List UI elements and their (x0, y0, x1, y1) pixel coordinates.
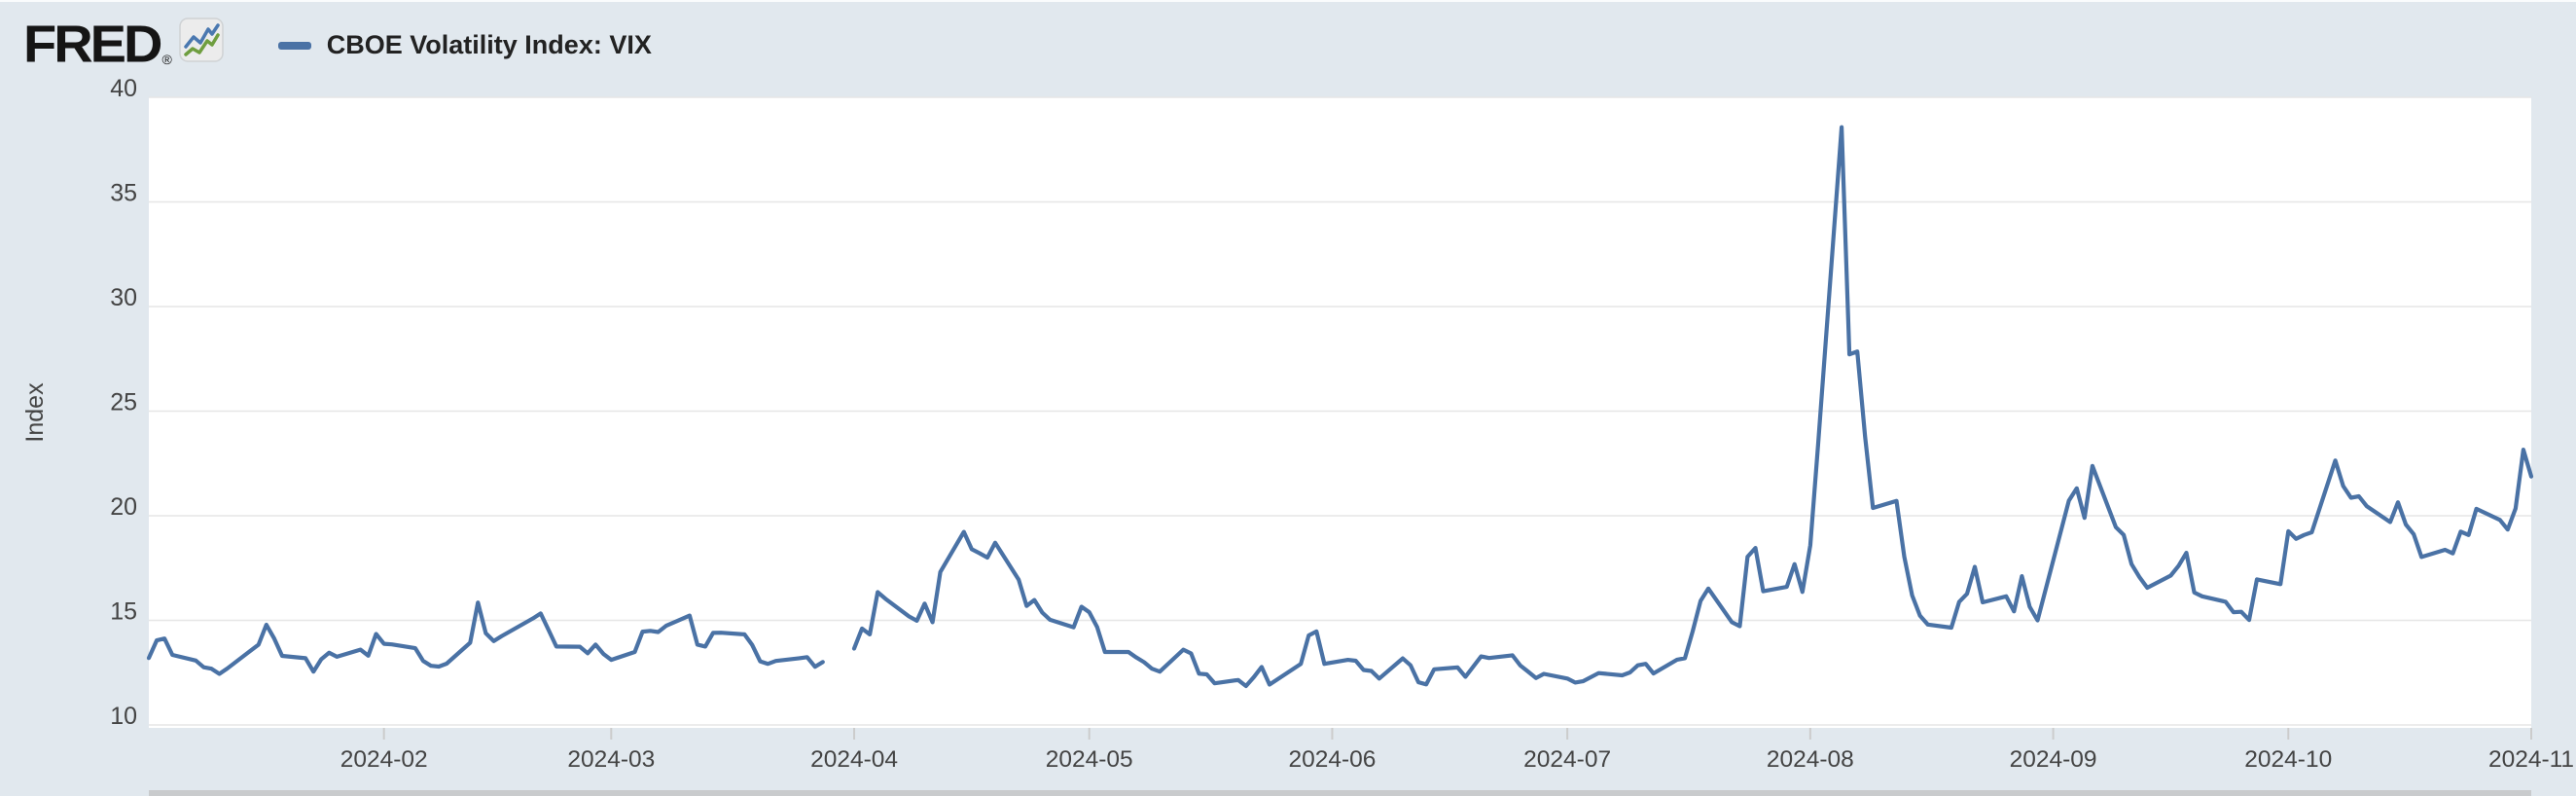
x-tick-label-2024-02: 2024-02 (340, 746, 428, 773)
y-axis-title: Index (21, 382, 49, 443)
vix-series-line (146, 125, 2534, 689)
legend-line-swatch (277, 41, 311, 50)
x-tick-label-2024-09: 2024-09 (2010, 746, 2097, 773)
vix-line-segment-2 (851, 125, 2534, 689)
fred-logo[interactable]: FRED ® (23, 14, 224, 73)
fred-chart-icon (179, 18, 224, 67)
y-tick-label-15: 15 (110, 598, 137, 626)
legend-series-label[interactable]: CBOE Volatility Index: VIX (326, 30, 652, 59)
x-tick-label-2024-04: 2024-04 (810, 746, 898, 773)
x-tick-label-2024-06: 2024-06 (1288, 746, 1376, 773)
y-tick-label-30: 30 (110, 284, 137, 311)
x-tick-label-2024-05: 2024-05 (1046, 746, 1133, 773)
y-axis-labels: 10 15 20 25 30 35 40 (110, 75, 137, 730)
range-slider-bar[interactable] (149, 790, 2531, 796)
top-divider (0, 0, 2576, 2)
x-tick-label-2024-08: 2024-08 (1767, 746, 1854, 773)
x-tick-label-2024-07: 2024-07 (1523, 746, 1611, 773)
chart-header: FRED ® CBOE Volatility Index: VIX (23, 14, 652, 73)
x-tick-label-2024-10: 2024-10 (2244, 746, 2332, 773)
y-tick-label-40: 40 (110, 75, 137, 102)
y-tick-label-20: 20 (110, 493, 137, 521)
x-axis-labels: 2024-02 2024-03 2024-04 2024-05 2024-06 2024-… (340, 746, 2574, 773)
fred-wordmark: FRED (23, 14, 162, 73)
registered-trademark: ® (161, 52, 172, 67)
vix-line-segment-1 (146, 600, 825, 676)
x-axis-ticks (382, 728, 2532, 740)
legend: CBOE Volatility Index: VIX (277, 30, 652, 60)
y-tick-label-25: 25 (110, 389, 137, 416)
y-tick-label-35: 35 (110, 180, 137, 207)
x-tick-label-2024-11: 2024-11 (2488, 746, 2574, 773)
y-tick-label-10: 10 (110, 703, 137, 730)
x-tick-label-2024-03: 2024-03 (567, 746, 655, 773)
